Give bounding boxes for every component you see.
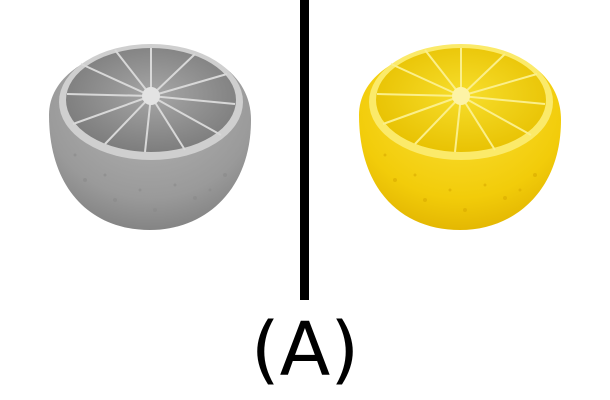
lemon-core: [142, 87, 160, 105]
rind-texture: [383, 153, 537, 212]
rind-texture: [73, 153, 227, 212]
vertical-divider: [300, 0, 309, 300]
lemon-core: [452, 87, 470, 105]
grayscale-lemon-illustration: [49, 44, 251, 230]
color-lemon-illustration: [359, 44, 561, 230]
figure-caption: (A): [250, 307, 360, 393]
color-lemon-image: [355, 40, 565, 235]
grayscale-lemon-image: [45, 40, 255, 235]
